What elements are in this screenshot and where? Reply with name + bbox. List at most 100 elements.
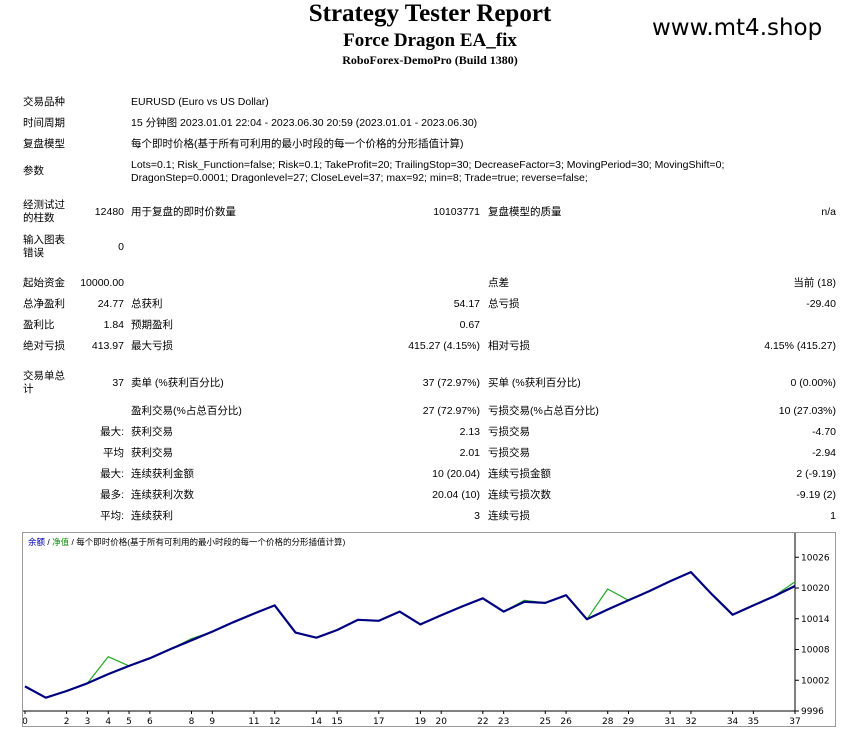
params-line-1: Lots=0.1; Risk_Function=false; Risk=0.1;… <box>131 159 725 171</box>
expected-payoff-label: 预期盈利 <box>131 319 173 331</box>
bars-value: 12480 <box>94 206 124 218</box>
x-tick-label: 14 <box>311 717 323 726</box>
maximal-drawdown-value: 415.27 (4.15%) <box>408 340 480 352</box>
x-tick-label: 32 <box>685 717 696 726</box>
x-tick-label: 15 <box>331 717 342 726</box>
model-value: 每个即时价格(基于所有可利用的最小时段的每一个价格的分形插值计算) <box>131 138 464 150</box>
server-build: RoboForex-DemoPro (Build 1380) <box>342 53 518 67</box>
model-label: 复盘模型 <box>23 138 65 150</box>
y-tick-label: 10026 <box>801 553 830 563</box>
legend-separator: / <box>69 537 77 547</box>
watermark-text: www.mt4.shop <box>652 15 823 41</box>
spread-label: 点差 <box>488 277 509 289</box>
quality-value: n/a <box>821 206 836 218</box>
x-tick-label: 3 <box>85 717 91 726</box>
average-consecutive-losses-label: 连续亏损 <box>488 510 530 522</box>
legend-separator: / <box>45 537 53 547</box>
gross-profit-label: 总获利 <box>131 298 163 310</box>
x-tick-label: 12 <box>269 717 280 726</box>
long-positions-value: 0 (0.00%) <box>790 377 836 389</box>
x-tick-label: 28 <box>602 717 614 726</box>
bars-label-line-2: 的柱数 <box>23 212 55 224</box>
most-prefix: 最多: <box>100 489 124 501</box>
x-tick-label: 0 <box>23 717 28 726</box>
average-loss-label: 亏损交易 <box>488 447 530 459</box>
y-tick-label: 9996 <box>801 707 824 717</box>
average-profit-value: 2.01 <box>459 447 480 459</box>
average-profit-label: 获利交易 <box>131 447 173 459</box>
profit-trades-value: 27 (72.97%) <box>422 405 480 417</box>
report-subtitle: Force Dragon EA_fix <box>343 30 517 51</box>
profit-factor-value: 1.84 <box>103 319 124 331</box>
x-tick-label: 6 <box>147 717 153 726</box>
params-label: 参数 <box>23 165 44 177</box>
bars-label-line-1: 经测试过 <box>23 199 65 211</box>
average-prefix: 平均 <box>103 447 124 459</box>
max-consecutive-losses-value: 2 (-9.19) <box>796 468 836 480</box>
errors-label-line-1: 输入图表 <box>23 234 65 246</box>
average-consecutive-prefix: 平均: <box>100 510 124 522</box>
x-tick-label: 11 <box>248 717 259 726</box>
legend-equity: 净值 <box>52 537 70 547</box>
profit-factor-label: 盈利比 <box>23 319 55 331</box>
x-tick-label: 20 <box>435 717 447 726</box>
x-tick-label: 37 <box>789 717 800 726</box>
x-tick-label: 9 <box>209 717 215 726</box>
x-tick-label: 22 <box>477 717 488 726</box>
gross-loss-label: 总亏损 <box>488 298 520 310</box>
x-tick-label: 26 <box>560 717 572 726</box>
net-profit-label: 总净盈利 <box>23 298 65 310</box>
largest-loss-label: 亏损交易 <box>488 426 530 438</box>
max-consecutive-wins-value: 10 (20.04) <box>432 468 480 480</box>
x-tick-label: 31 <box>664 717 675 726</box>
gross-profit-value: 54.17 <box>453 298 480 310</box>
legend-model: 每个即时价格(基于所有可利用的最小时段的每一个价格的分形插值计算) <box>76 537 346 547</box>
balance-chart: 余额 / 净值 / 每个即时价格(基于所有可利用的最小时段的每一个价格的分形插值… <box>22 532 836 727</box>
most-consecutive-loss-label: 连续亏损次数 <box>488 489 551 501</box>
most-consecutive-profit-label: 连续获利次数 <box>131 489 194 501</box>
most-consecutive-profit-value: 20.04 (10) <box>432 489 480 501</box>
quality-label: 复盘模型的质量 <box>488 206 562 218</box>
average-consecutive-wins-value: 3 <box>474 510 480 522</box>
ticks-value: 10103771 <box>433 206 480 218</box>
symbol-label: 交易品种 <box>23 96 65 108</box>
equity-line <box>24 571 796 699</box>
short-positions-label: 卖单 (%获利百分比) <box>131 377 224 389</box>
report-title: Strategy Tester Report <box>308 0 552 27</box>
deposit-value: 10000.00 <box>80 277 124 289</box>
errors-value: 0 <box>118 241 124 253</box>
x-tick-label: 19 <box>415 717 427 726</box>
most-consecutive-loss-value: -9.19 (2) <box>796 489 836 501</box>
y-tick-label: 10002 <box>801 676 830 686</box>
x-tick-label: 23 <box>498 717 509 726</box>
deposit-label: 起始资金 <box>23 277 65 289</box>
x-tick-label: 17 <box>373 717 384 726</box>
x-tick-label: 5 <box>126 717 132 726</box>
x-tick-label: 29 <box>623 717 635 726</box>
relative-drawdown-value: 4.15% (415.27) <box>764 340 836 352</box>
y-tick-label: 10008 <box>801 646 830 656</box>
largest-prefix: 最大: <box>100 426 124 438</box>
max-consecutive-losses-label: 连续亏损金额 <box>488 468 551 480</box>
ticks-label: 用于复盘的即时价数量 <box>131 206 236 218</box>
absolute-drawdown-label: 绝对亏损 <box>23 340 65 352</box>
legend-balance: 余额 <box>28 537 46 547</box>
y-tick-label: 10014 <box>801 615 830 625</box>
absolute-drawdown-value: 413.97 <box>91 340 124 352</box>
period-value: 15 分钟图 2023.01.01 22:04 - 2023.06.30 20:… <box>131 117 478 129</box>
symbol-value: EURUSD (Euro vs US Dollar) <box>131 96 269 108</box>
x-tick-label: 34 <box>727 717 739 726</box>
maximal-drawdown-label: 最大亏损 <box>131 340 173 352</box>
y-tick-label: 10020 <box>801 584 830 594</box>
total-trades-label-line-1: 交易单总 <box>23 370 65 382</box>
expected-payoff-value: 0.67 <box>459 319 480 331</box>
period-label: 时间周期 <box>23 117 65 129</box>
spread-value: 当前 (18) <box>793 277 836 289</box>
maximum-prefix: 最大: <box>100 468 124 480</box>
max-consecutive-wins-label: 连续获利金额 <box>131 468 194 480</box>
params-line-2: DragonStep=0.0001; Dragonlevel=27; Close… <box>131 172 588 184</box>
largest-profit-label: 获利交易 <box>131 426 173 438</box>
total-trades-label-line-2: 计 <box>23 383 34 395</box>
average-consecutive-wins-label: 连续获利 <box>131 510 173 522</box>
